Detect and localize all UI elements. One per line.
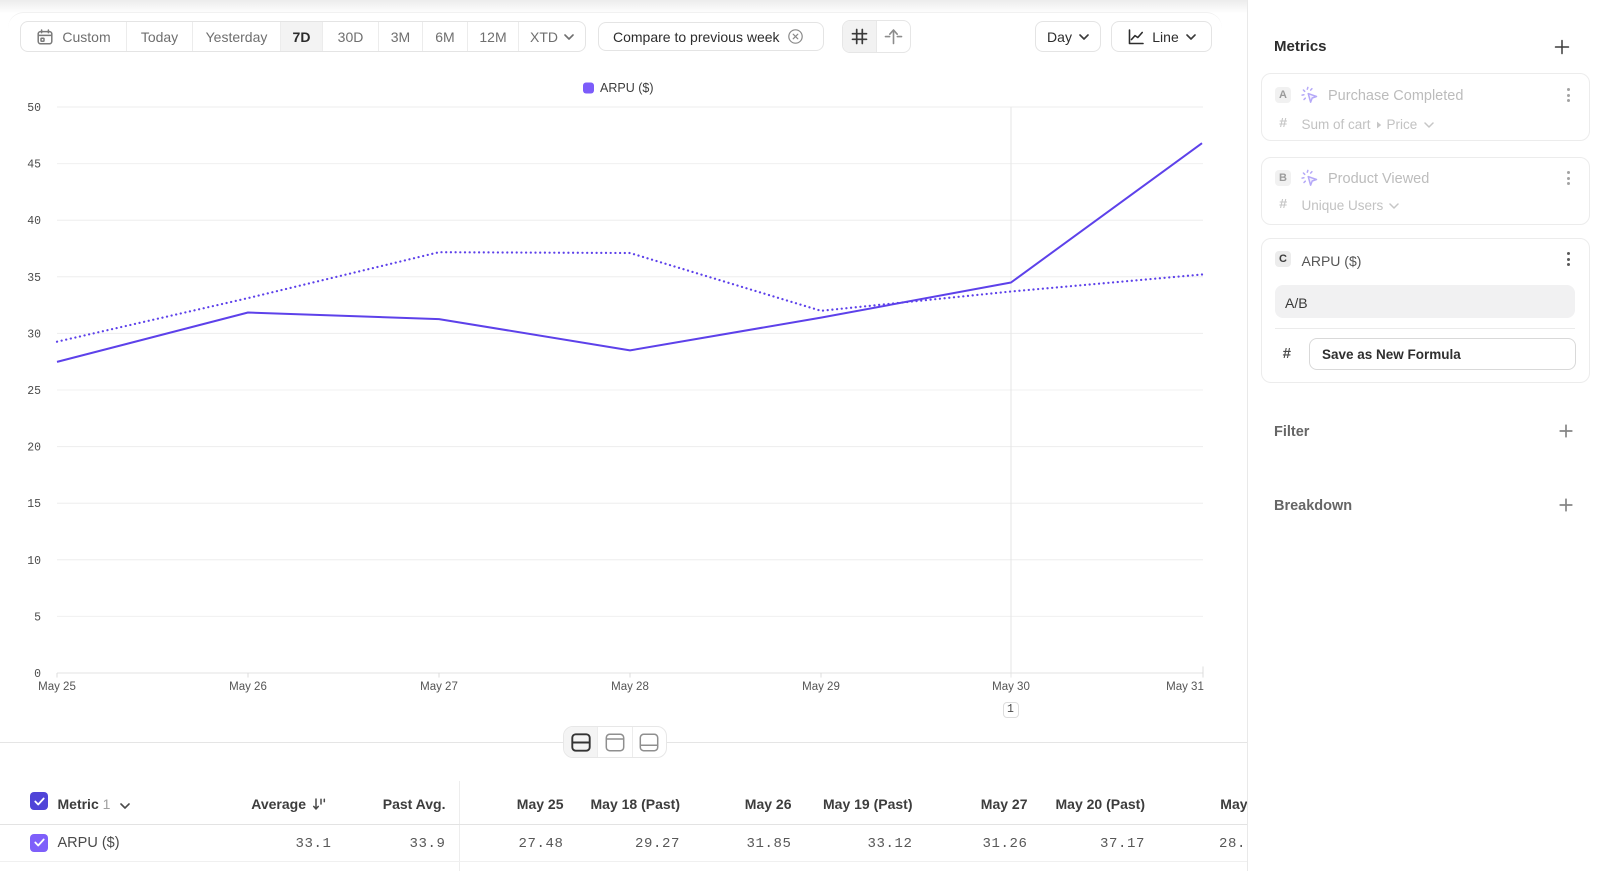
svg-text:50: 50	[27, 102, 41, 115]
svg-text:May 29: May 29	[802, 681, 840, 693]
svg-text:May 26: May 26	[229, 681, 267, 693]
svg-text:May 30: May 30	[992, 681, 1030, 693]
svg-text:40: 40	[27, 215, 41, 228]
svg-text:ARPU ($): ARPU ($)	[600, 81, 653, 95]
svg-text:35: 35	[27, 272, 41, 285]
svg-text:15: 15	[27, 498, 41, 511]
svg-text:10: 10	[27, 555, 41, 568]
svg-text:5: 5	[34, 611, 41, 624]
svg-text:45: 45	[27, 159, 41, 172]
svg-text:May 25: May 25	[38, 681, 76, 693]
svg-text:20: 20	[27, 442, 41, 455]
svg-text:May 28: May 28	[611, 681, 649, 693]
svg-text:May 27: May 27	[420, 681, 458, 693]
svg-text:0: 0	[34, 668, 41, 681]
svg-text:30: 30	[27, 328, 41, 341]
svg-text:25: 25	[27, 385, 41, 398]
svg-text:May 31: May 31	[1166, 681, 1204, 693]
